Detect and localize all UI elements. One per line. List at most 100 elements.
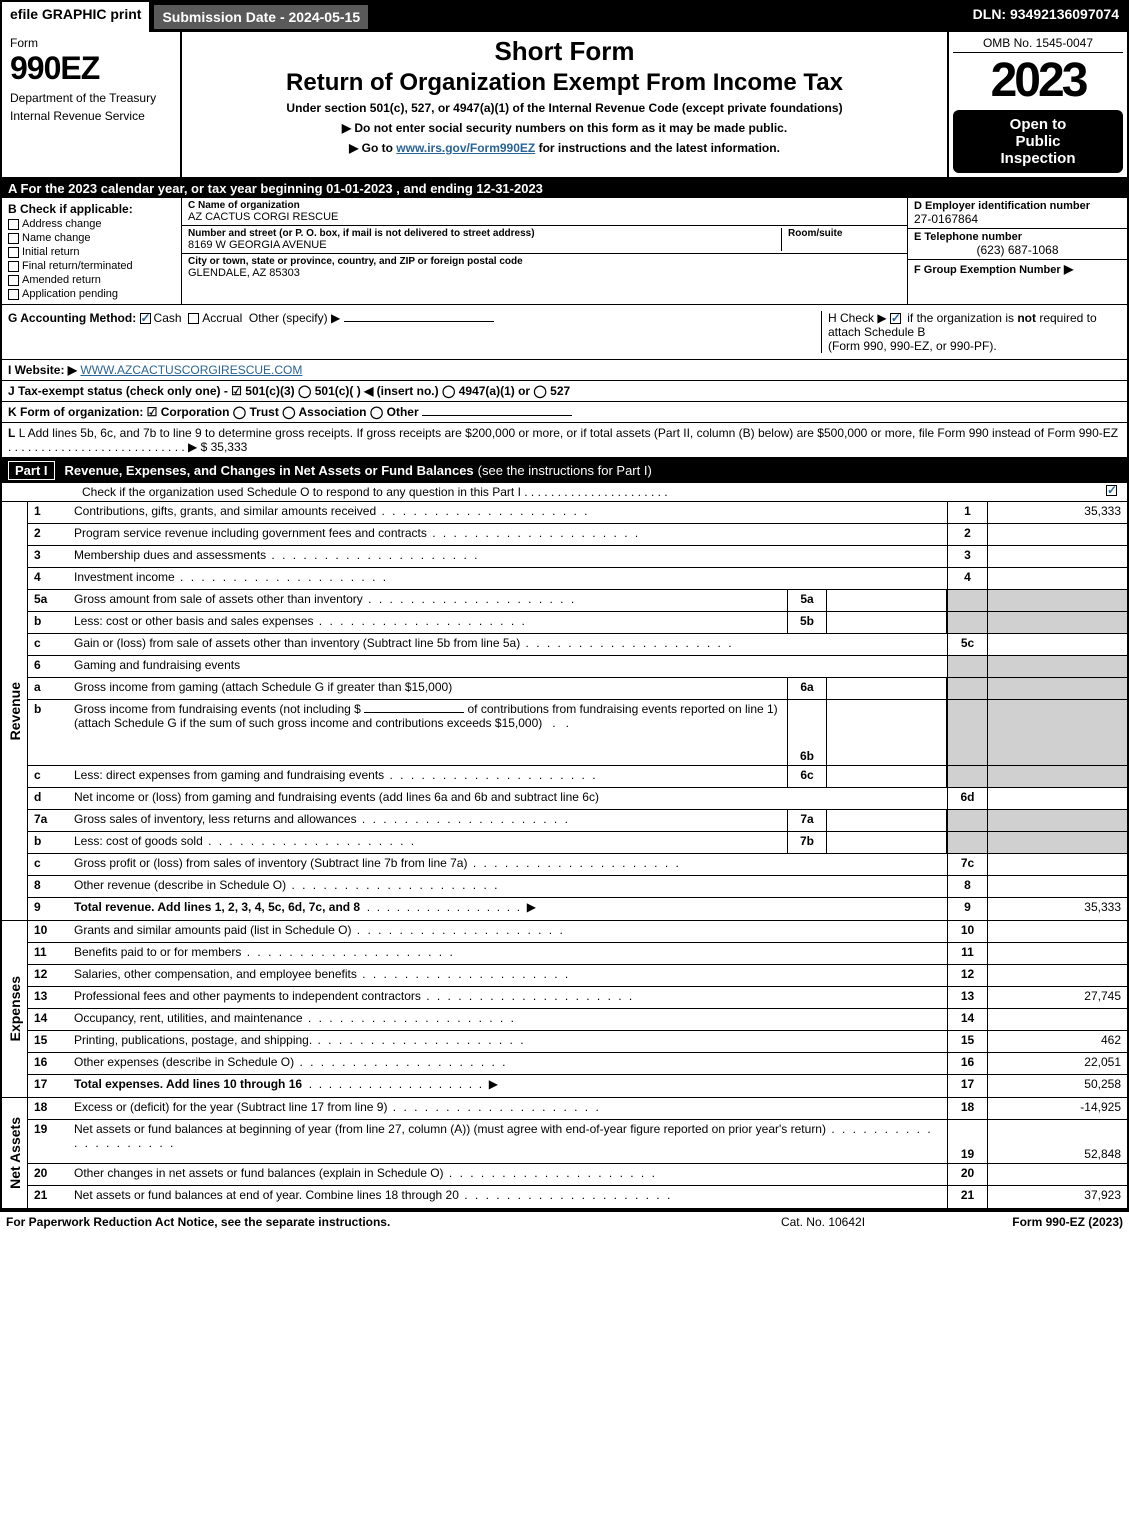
city-value: GLENDALE, AZ 85303	[188, 267, 901, 279]
header-center: Short Form Return of Organization Exempt…	[182, 32, 947, 177]
footer-right: Form 990-EZ (2023)	[923, 1215, 1123, 1229]
line20-num: 20	[28, 1164, 68, 1185]
line15-num: 15	[28, 1031, 68, 1052]
line5b-rv-shaded	[987, 612, 1127, 633]
line2-val	[987, 524, 1127, 545]
open-to-public-box: Open to Public Inspection	[953, 110, 1123, 173]
entity-block: B Check if applicable: Address change Na…	[2, 198, 1127, 305]
room-suite: Room/suite	[781, 228, 901, 251]
chk-initial-return-label: Initial return	[22, 246, 79, 258]
line12-num: 12	[28, 965, 68, 986]
room-label: Room/suite	[788, 228, 901, 239]
l-text: L Add lines 5b, 6c, and 7b to line 9 to …	[19, 426, 1118, 440]
line6a-desc: Gross income from gaming (attach Schedul…	[68, 678, 787, 699]
line18-rn: 18	[947, 1098, 987, 1119]
website-link[interactable]: WWW.AZCACTUSCORGIRESCUE.COM	[80, 363, 302, 377]
subtitle: Under section 501(c), 527, or 4947(a)(1)…	[186, 101, 943, 115]
line6a-rn-shaded	[947, 678, 987, 699]
d-ein-value: 27-0167864	[914, 212, 1121, 226]
k-other-input[interactable]	[422, 415, 572, 416]
schedule-o-text: Check if the organization used Schedule …	[82, 485, 668, 499]
e-phone-value: (623) 687-1068	[914, 243, 1121, 257]
j-tax-exempt: J Tax-exempt status (check only one) - ☑…	[2, 381, 1127, 402]
line6b-input[interactable]	[364, 712, 464, 713]
irs-link[interactable]: www.irs.gov/Form990EZ	[396, 141, 535, 155]
line6b-desc: Gross income from fundraising events (no…	[68, 700, 787, 765]
line16-val: 22,051	[987, 1053, 1127, 1074]
line8-rn: 8	[947, 876, 987, 897]
chk-schedule-b[interactable]	[890, 313, 901, 324]
l-gross-receipts: L L Add lines 5b, 6c, and 7b to line 9 t…	[2, 423, 1127, 458]
line6c-desc: Less: direct expenses from gaming and fu…	[68, 766, 787, 787]
line7a-desc: Gross sales of inventory, less returns a…	[68, 810, 787, 831]
line7a-rn-shaded	[947, 810, 987, 831]
side-netassets: Net Assets	[2, 1098, 28, 1208]
line6d-num: d	[28, 788, 68, 809]
line5c-desc: Gain or (loss) from sale of assets other…	[68, 634, 947, 655]
netassets-section: Net Assets 18Excess or (deficit) for the…	[2, 1098, 1127, 1210]
g-label: G Accounting Method:	[8, 311, 136, 325]
chk-address-change-label: Address change	[22, 218, 102, 230]
line20-desc: Other changes in net assets or fund bala…	[68, 1164, 947, 1185]
footer-form-year: (2023)	[1085, 1215, 1123, 1229]
omb-number: OMB No. 1545-0047	[953, 36, 1123, 53]
side-netassets-label: Net Assets	[7, 1117, 23, 1189]
line7b-rn-shaded	[947, 832, 987, 853]
line15-val: 462	[987, 1031, 1127, 1052]
chk-final-return[interactable]	[8, 261, 19, 272]
schedule-o-check-row: Check if the organization used Schedule …	[2, 483, 1127, 502]
line3-desc: Membership dues and assessments	[68, 546, 947, 567]
part1-header: Part I Revenue, Expenses, and Changes in…	[2, 458, 1127, 483]
line6c-sv	[827, 766, 947, 787]
line11-num: 11	[28, 943, 68, 964]
chk-name-change[interactable]	[8, 233, 19, 244]
header-right: OMB No. 1545-0047 2023 Open to Public In…	[947, 32, 1127, 177]
g-accounting: G Accounting Method: Cash Accrual Other …	[8, 311, 815, 353]
line6c-sn: 6c	[787, 766, 827, 787]
line4-val	[987, 568, 1127, 589]
footer-left: For Paperwork Reduction Act Notice, see …	[6, 1215, 723, 1229]
form-number: 990EZ	[10, 50, 172, 87]
open-line2: Public	[957, 133, 1119, 150]
line12-rn: 12	[947, 965, 987, 986]
line6a-rv-shaded	[987, 678, 1127, 699]
efile-label[interactable]: efile GRAPHIC print	[2, 2, 151, 32]
h-not: not	[1017, 311, 1036, 325]
line4-num: 4	[28, 568, 68, 589]
line10-val	[987, 921, 1127, 942]
line11-val	[987, 943, 1127, 964]
chk-cash[interactable]	[140, 313, 151, 324]
chk-schedule-o[interactable]	[1106, 485, 1117, 496]
g-other-input[interactable]	[344, 321, 494, 322]
line7c-rn: 7c	[947, 854, 987, 875]
footer-form-num: 990-EZ	[1046, 1215, 1085, 1229]
chk-final-return-label: Final return/terminated	[22, 260, 133, 272]
side-expenses-label: Expenses	[7, 976, 23, 1041]
open-line1: Open to	[957, 116, 1119, 133]
chk-application-pending[interactable]	[8, 289, 19, 300]
b-text: Check if applicable:	[20, 202, 133, 216]
header-left: Form 990EZ Department of the Treasury In…	[2, 32, 182, 177]
line13-val: 27,745	[987, 987, 1127, 1008]
chk-amended-return[interactable]	[8, 275, 19, 286]
chk-accrual[interactable]	[188, 313, 199, 324]
line19-num: 19	[28, 1120, 68, 1163]
line2-num: 2	[28, 524, 68, 545]
line6c-num: c	[28, 766, 68, 787]
line6d-rn: 6d	[947, 788, 987, 809]
line19-val: 52,848	[987, 1120, 1127, 1163]
line7a-rv-shaded	[987, 810, 1127, 831]
line4-desc: Investment income	[68, 568, 947, 589]
line10-rn: 10	[947, 921, 987, 942]
line17-num: 17	[28, 1075, 68, 1097]
line15-rn: 15	[947, 1031, 987, 1052]
chk-initial-return[interactable]	[8, 247, 19, 258]
line6a-sv	[827, 678, 947, 699]
line12-desc: Salaries, other compensation, and employ…	[68, 965, 947, 986]
instr-goto-pre: ▶ Go to	[349, 141, 396, 155]
chk-address-change[interactable]	[8, 219, 19, 230]
line6d-val	[987, 788, 1127, 809]
website-row: I Website: ▶ WWW.AZCACTUSCORGIRESCUE.COM	[2, 360, 1127, 381]
street-label: Number and street (or P. O. box, if mail…	[188, 228, 781, 239]
g-other-label: Other (specify) ▶	[249, 311, 340, 325]
